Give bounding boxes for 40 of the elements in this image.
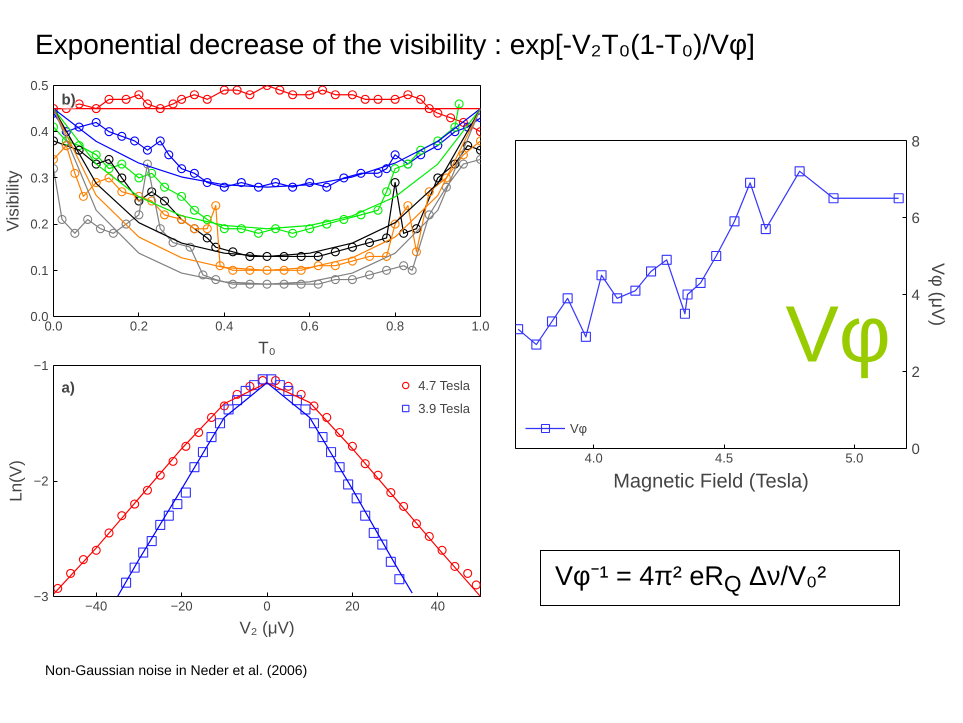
legend-label: 3.9 Tesla [418, 400, 470, 416]
legend-label: Vφ [570, 420, 588, 436]
y-tick-label: 0.2 [30, 216, 49, 232]
x-tick-label: 0.8 [386, 318, 404, 334]
annotation: a) [62, 380, 75, 396]
x-tick-label: 0.2 [130, 318, 148, 334]
x-tick-label: 0.6 [300, 318, 319, 334]
y-tick-label: −1 [34, 358, 49, 373]
y-tick-label: −3 [34, 589, 49, 604]
y-axis-title: Visibility [3, 170, 22, 232]
text: Vφ⁻¹ = 4π² eR$_{Q}$ Δν/V₀² [555, 560, 826, 598]
x-tick-label: −20 [170, 598, 193, 614]
y2-tick-label: 8 [912, 134, 920, 150]
x-tick-label: 20 [345, 598, 360, 614]
y2-tick-label: 2 [912, 364, 920, 381]
x-tick-label: 0 [263, 598, 271, 614]
x-tick-label: 5.0 [845, 450, 864, 466]
y2-tick-label: 4 [912, 287, 920, 304]
y-tick-label: 0.4 [30, 124, 49, 140]
x-tick-label: 0.4 [215, 318, 234, 334]
legend-label: 4.7 Tesla [418, 378, 470, 392]
y-tick-label: 0.1 [30, 262, 49, 278]
x-axis-title: Magnetic Field (Tesla) [613, 470, 809, 492]
x-tick-label: 40 [430, 598, 446, 614]
text: Non-Gaussian noise in Neder et al. (2006) [45, 661, 308, 680]
annotation: Vφ [786, 290, 891, 378]
y2-axis-title: Vφ (μV) [928, 262, 948, 326]
x-tick-label: 4.0 [584, 450, 603, 466]
y2-tick-label: 6 [912, 210, 920, 227]
y-axis-title: Ln(V) [6, 460, 26, 502]
y-tick-label: 0.3 [30, 170, 49, 186]
y-tick-label: −2 [34, 474, 49, 488]
x-tick-label: −40 [85, 598, 108, 614]
chart-title: Exponential decrease of the visibility : exp[-V₂T₀(1-T₀)/Vφ] [35, 28, 755, 62]
annotation: b) [62, 92, 76, 108]
x-tick-label: 1.0 [471, 318, 490, 334]
x-axis-title: V₂ (μV) [239, 618, 295, 638]
x-tick-label: 4.5 [714, 450, 734, 466]
x-axis-title: T₀ [258, 338, 276, 358]
y-tick-label: 0.5 [30, 78, 49, 93]
